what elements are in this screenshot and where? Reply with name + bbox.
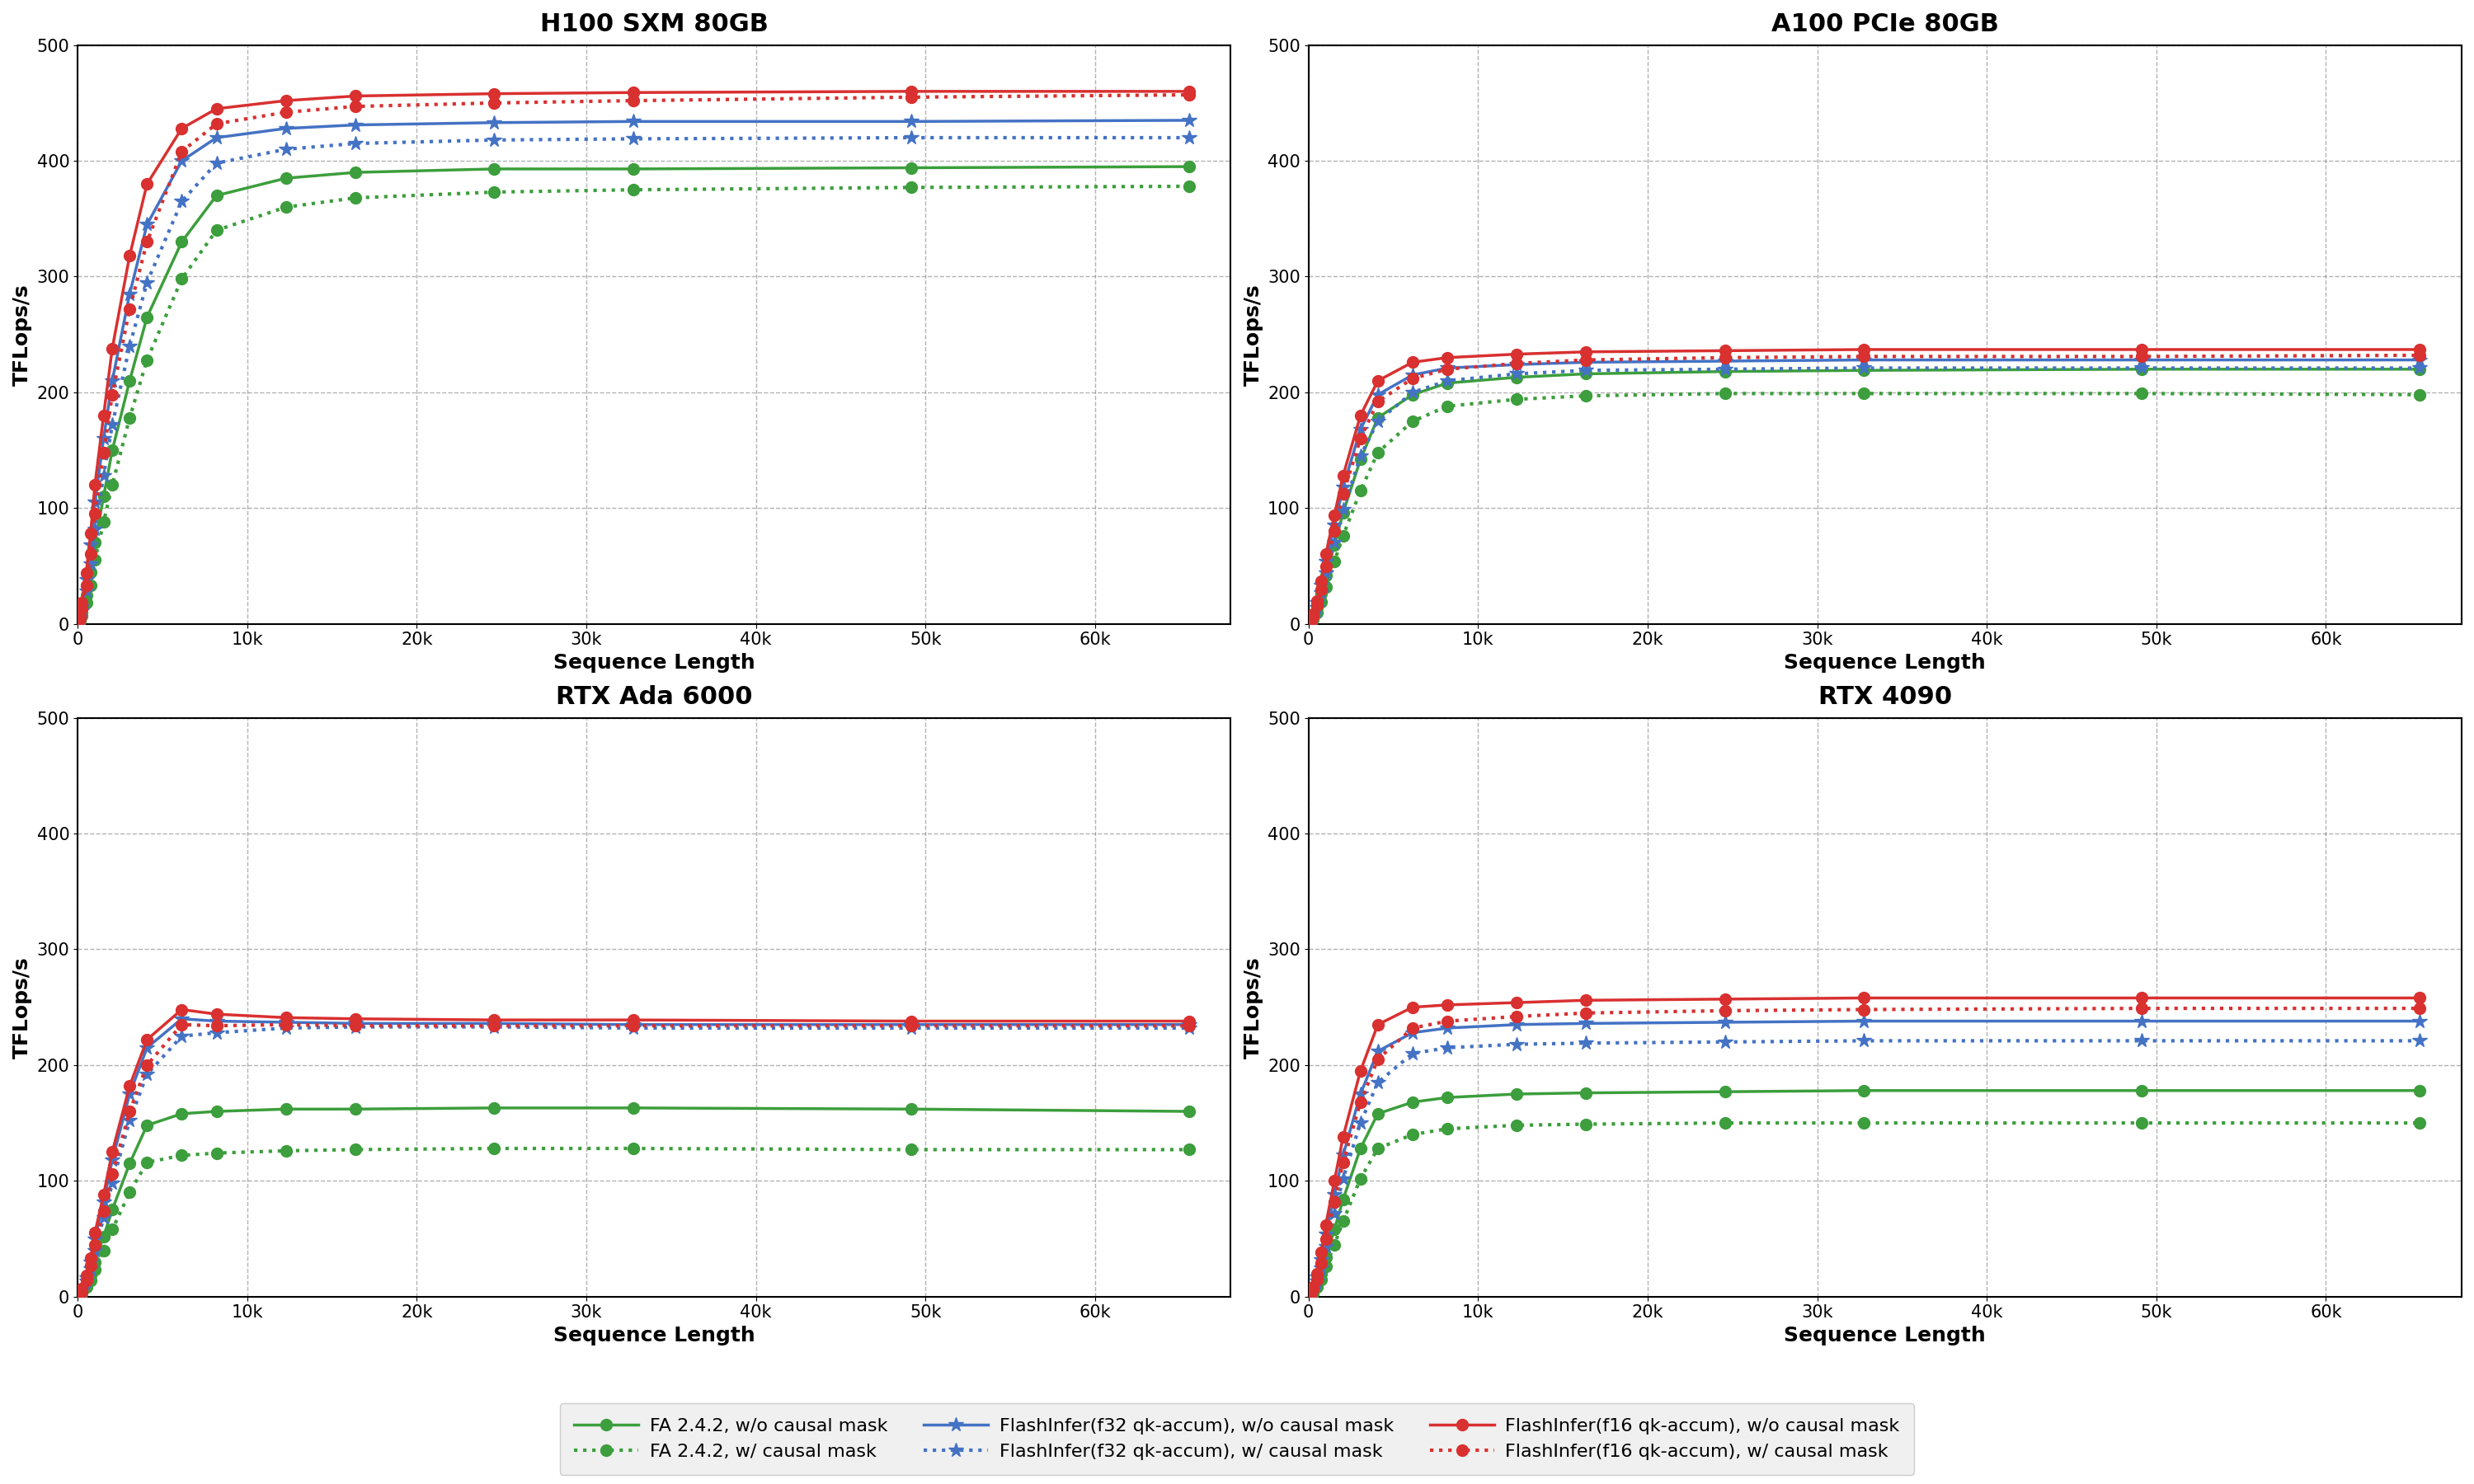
Y-axis label: TFLops/s: TFLops/s — [1242, 956, 1262, 1058]
Title: RTX Ada 6000: RTX Ada 6000 — [557, 686, 752, 709]
X-axis label: Sequence Length: Sequence Length — [1784, 1325, 1987, 1346]
X-axis label: Sequence Length: Sequence Length — [1784, 653, 1987, 672]
X-axis label: Sequence Length: Sequence Length — [554, 1325, 755, 1346]
Y-axis label: TFLops/s: TFLops/s — [12, 956, 32, 1058]
Y-axis label: TFLops/s: TFLops/s — [12, 283, 32, 386]
Title: A100 PCIe 80GB: A100 PCIe 80GB — [1771, 12, 1999, 36]
Legend: FA 2.4.2, w/o causal mask, FA 2.4.2, w/ causal mask, FlashInfer(f32 qk-accum), w: FA 2.4.2, w/o causal mask, FA 2.4.2, w/ … — [559, 1404, 1915, 1475]
X-axis label: Sequence Length: Sequence Length — [554, 653, 755, 672]
Y-axis label: TFLops/s: TFLops/s — [1242, 283, 1262, 386]
Title: RTX 4090: RTX 4090 — [1818, 686, 1952, 709]
Title: H100 SXM 80GB: H100 SXM 80GB — [539, 12, 769, 36]
